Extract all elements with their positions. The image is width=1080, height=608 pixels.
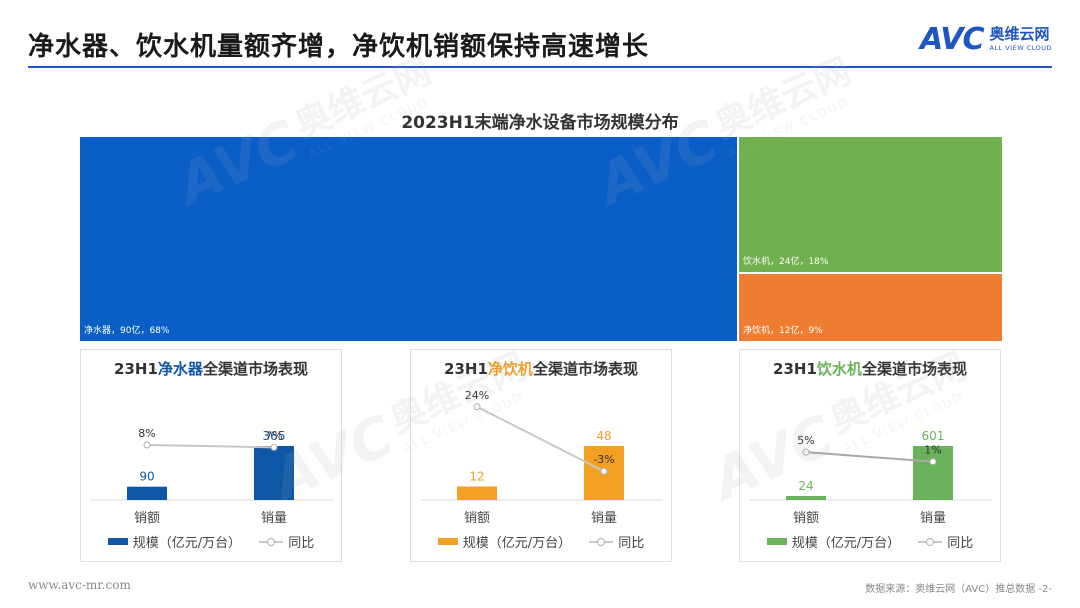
yoy-point bbox=[600, 467, 608, 475]
legend-bar-label: 规模（亿元/万台） bbox=[132, 536, 242, 551]
yoy-point bbox=[270, 443, 278, 451]
footer-url: www.avc-mr.com bbox=[28, 578, 131, 592]
panel-water-purifier: 23H1净水器全渠道市场表现 90 销额 365 销量 8% 7% 规模（亿元/万台） 同… bbox=[80, 349, 342, 562]
yoy-point bbox=[802, 448, 810, 456]
brand-avc-mark: AVC bbox=[920, 22, 984, 57]
legend-bar-swatch bbox=[107, 538, 128, 545]
treemap-tile: 净饮机，12亿，9% bbox=[739, 274, 1002, 341]
bar bbox=[786, 496, 826, 500]
yoy-label: -3% bbox=[593, 453, 614, 466]
bar-value-label: 48 bbox=[596, 429, 611, 443]
yoy-point bbox=[473, 403, 481, 411]
treemap-title: 2023H1末端净水设备市场规模分布 bbox=[401, 113, 679, 133]
panel-legend: 规模（亿元/万台） 同比 bbox=[81, 532, 341, 551]
legend-bar-swatch bbox=[766, 538, 787, 545]
panel-water-dispenser: 23H1饮水机全渠道市场表现 24 销额 601 销量 5% 1% 规模（亿元/万台） 同… bbox=[739, 349, 1001, 562]
bar-value-label: 365 bbox=[263, 429, 286, 443]
panel-chart: 24 销额 601 销量 5% 1% bbox=[750, 429, 992, 526]
legend-bar-label: 规模（亿元/万台） bbox=[462, 536, 572, 551]
legend-line-swatch bbox=[589, 537, 614, 546]
panel-title-highlight: 饮水机 bbox=[816, 360, 862, 378]
yoy-point bbox=[929, 458, 937, 466]
treemap-chart: 净水器，90亿，68% 饮水机，24亿，18% 净饮机，12亿，9% bbox=[80, 137, 1002, 341]
category-label: 销量 bbox=[591, 511, 617, 526]
category-label: 销量 bbox=[920, 511, 946, 526]
treemap-tile-label: 净水器，90亿，68% bbox=[84, 326, 170, 336]
bar-value-label: 24 bbox=[798, 479, 813, 493]
bar-value-label: 601 bbox=[922, 429, 945, 443]
treemap-tile: 饮水机，24亿，18% bbox=[739, 137, 1002, 272]
yoy-line bbox=[805, 451, 934, 463]
panel-title-highlight: 净水器 bbox=[157, 360, 203, 378]
category-label: 销额 bbox=[793, 511, 819, 526]
panel-title: 23H1净饮机全渠道市场表现 bbox=[444, 360, 638, 378]
bar bbox=[127, 486, 167, 500]
brand-name-en: ALL VIEW CLOUD bbox=[989, 44, 1052, 53]
footer-source: 数据来源：奥维云网（AVC）推总数据 -2- bbox=[865, 584, 1052, 595]
panel-title: 23H1饮水机全渠道市场表现 bbox=[773, 360, 967, 378]
legend-bar-swatch bbox=[437, 538, 458, 545]
yoy-point bbox=[143, 441, 151, 449]
bar bbox=[457, 486, 497, 500]
brand-name-cn: 奥维云网 bbox=[989, 25, 1050, 44]
legend-line-label: 同比 bbox=[288, 536, 315, 551]
page-title: 净水器、饮水机量额齐增，净饮机销额保持高速增长 bbox=[28, 32, 650, 62]
bar-value-label: 90 bbox=[139, 470, 154, 484]
treemap-tile: 净水器，90亿，68% bbox=[80, 137, 737, 341]
panel-purifier-dispenser: 23H1净饮机全渠道市场表现 12 销额 48 销量 24% -3% 规模（亿元/万台） … bbox=[410, 349, 672, 562]
legend-line-label: 同比 bbox=[947, 536, 974, 551]
yoy-label: 8% bbox=[138, 427, 155, 440]
panel-chart: 90 销额 365 销量 8% 7% bbox=[91, 427, 333, 526]
brand-logo: AVC 奥维云网 ALL VIEW CLOUD bbox=[920, 22, 1052, 57]
panel-title: 23H1净水器全渠道市场表现 bbox=[114, 360, 308, 378]
legend-line-swatch bbox=[259, 537, 284, 546]
yoy-label: 7% bbox=[265, 429, 282, 442]
yoy-line bbox=[146, 443, 275, 449]
panel-title-highlight: 净饮机 bbox=[487, 360, 533, 378]
yoy-label: 24% bbox=[465, 389, 489, 402]
yoy-label: 5% bbox=[797, 434, 814, 447]
title-divider bbox=[28, 66, 1052, 68]
treemap-tile-label: 饮水机，24亿，18% bbox=[743, 257, 829, 267]
panel-chart: 12 销额 48 销量 24% -3% bbox=[421, 389, 663, 526]
bar bbox=[913, 446, 953, 500]
category-label: 销额 bbox=[464, 511, 490, 526]
legend-bar-label: 规模（亿元/万台） bbox=[791, 536, 901, 551]
category-label: 销额 bbox=[134, 511, 160, 526]
yoy-label: 1% bbox=[924, 444, 941, 457]
category-label: 销量 bbox=[261, 511, 287, 526]
treemap-tile-label: 净饮机，12亿，9% bbox=[743, 326, 823, 336]
yoy-line bbox=[476, 405, 605, 473]
panel-legend: 规模（亿元/万台） 同比 bbox=[740, 532, 1000, 551]
panel-legend: 规模（亿元/万台） 同比 bbox=[411, 532, 671, 551]
legend-line-label: 同比 bbox=[618, 536, 645, 551]
legend-line-swatch bbox=[918, 537, 943, 546]
bar-value-label: 12 bbox=[469, 470, 484, 484]
bar bbox=[254, 446, 294, 500]
